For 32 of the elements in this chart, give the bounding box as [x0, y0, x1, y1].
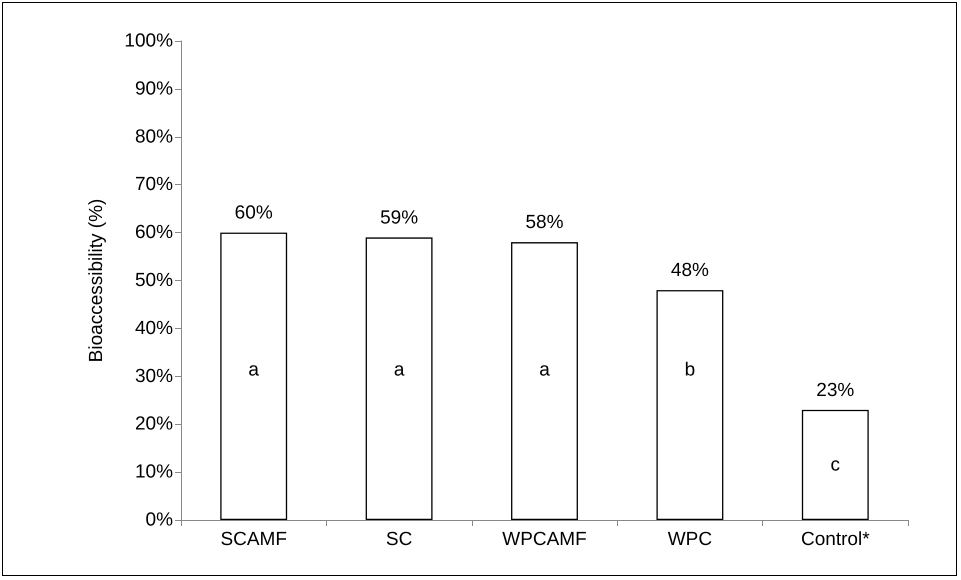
x-tick-label: SCAMF	[220, 529, 287, 550]
bar	[656, 290, 724, 520]
data-label: 59%	[380, 207, 418, 228]
y-tick-label: 100%	[124, 30, 174, 52]
data-label: 60%	[234, 202, 273, 224]
bar	[511, 242, 578, 520]
y-tick-label: 60%	[134, 222, 174, 244]
annotation: b	[684, 360, 696, 380]
annotation: c	[830, 454, 840, 476]
y-tick-label: 20%	[134, 414, 174, 435]
y-tick-label: 30%	[134, 366, 174, 387]
data-label: 48%	[670, 260, 710, 282]
y-axis-title: Bioaccessibility (%)	[86, 198, 107, 362]
y-tick-label: 80%	[134, 126, 174, 148]
y-tick-label: 0%	[146, 510, 174, 530]
y-tick-label: 10%	[134, 462, 174, 483]
y-tick-label: 70%	[134, 174, 174, 196]
y-tick-label: 50%	[134, 270, 174, 291]
bar	[366, 237, 433, 520]
bar	[220, 232, 288, 520]
annotation: a	[248, 360, 260, 380]
data-label: 23%	[816, 380, 854, 401]
annotation: a	[394, 360, 405, 380]
x-tick-label: WPC	[668, 529, 712, 550]
y-tick-label: 90%	[134, 78, 174, 100]
y-tick-label: 40%	[134, 318, 174, 339]
x-tick-label: WPCAMF	[502, 529, 587, 550]
x-tick-label: SC	[386, 529, 412, 550]
bar	[802, 410, 869, 520]
annotation: a	[539, 360, 550, 380]
data-label: 58%	[525, 212, 564, 234]
x-tick-label: Control*	[800, 529, 870, 550]
